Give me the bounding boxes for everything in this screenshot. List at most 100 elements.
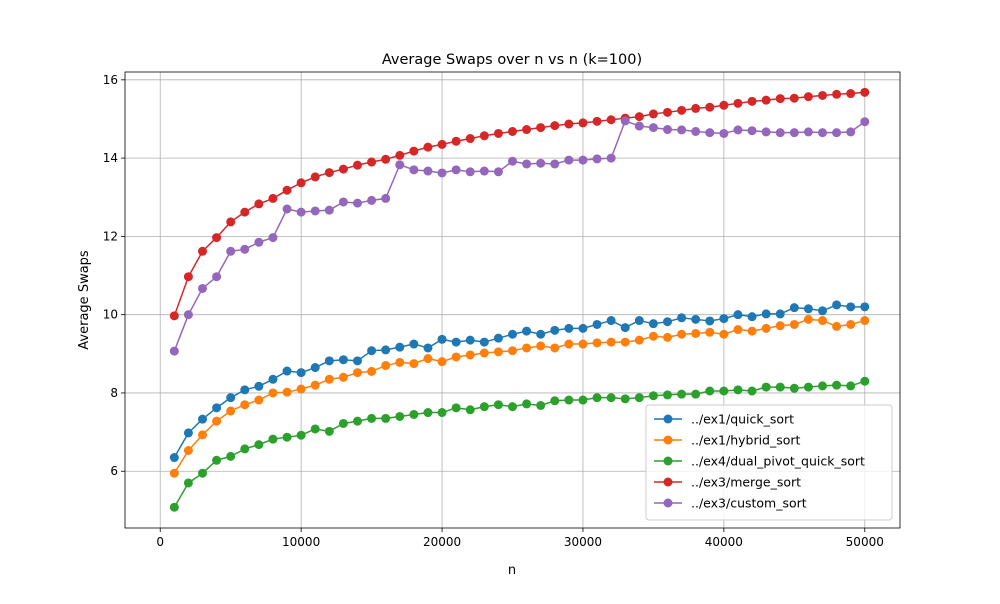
data-point [493,400,503,410]
data-point [832,300,842,310]
data-point [564,119,574,129]
data-point [395,411,405,421]
data-point [183,272,193,282]
data-point [550,396,560,406]
data-point [677,125,687,135]
data-point [677,105,687,115]
data-point [198,246,207,256]
data-point [240,244,250,254]
data-point [310,172,320,182]
data-point [846,381,856,391]
data-point [169,453,179,463]
data-point [634,335,644,345]
data-point [423,354,433,364]
data-point [324,426,334,436]
legend-swatch-marker [663,435,673,445]
data-point [677,313,687,323]
data-point [620,323,630,333]
data-point [606,337,616,347]
legend-swatch-marker [663,477,673,487]
data-point [367,346,377,356]
data-point [522,343,532,353]
data-point [437,334,447,344]
data-point [860,316,870,326]
data-point [733,325,743,335]
data-point [578,395,588,405]
data-point [663,390,672,400]
data-point [705,102,715,112]
data-point [719,128,729,138]
data-point [451,165,461,175]
data-point [818,316,827,326]
data-point [747,326,757,336]
data-point [818,90,827,100]
data-point [409,359,419,369]
legend-swatch-marker [663,414,673,424]
data-point [620,337,630,347]
chart-title: Average Swaps over n vs n (k=100) [382,52,642,68]
data-point [381,154,391,164]
y-tick-label: 16 [103,73,118,87]
data-point [677,389,687,399]
data-point [860,87,870,97]
data-point [338,372,348,382]
data-point [578,118,588,128]
data-point [254,381,264,391]
data-point [522,399,532,409]
data-point [338,355,348,365]
data-point [691,328,701,338]
data-point [846,302,856,312]
data-point [324,374,334,384]
data-point [606,153,616,163]
data-point [296,384,306,394]
data-point [592,319,602,329]
data-point [663,125,672,135]
data-point [508,329,517,339]
data-point [183,428,193,438]
data-point [761,323,771,333]
data-point [846,127,856,137]
data-point [409,409,419,419]
data-point [719,386,729,396]
data-point [169,346,179,356]
data-point [564,339,574,349]
data-point [522,125,532,135]
data-point [268,434,278,444]
data-point [212,416,222,426]
data-point [606,316,616,326]
legend-swatch-marker [663,498,673,508]
y-tick-label: 6 [110,464,118,478]
data-point [508,346,517,356]
data-point [212,272,222,282]
data-point [663,332,672,342]
data-point [367,157,377,167]
legend-label: ../ex3/merge_sort [691,475,801,490]
data-point [465,350,475,360]
x-axis-title: n [508,563,516,578]
data-point [747,386,757,396]
data-point [860,117,870,127]
data-point [803,127,813,137]
data-point [212,455,222,465]
data-point [169,502,179,512]
x-tick-label: 50000 [846,535,884,549]
series-dual-pivot-quick-sort [169,376,870,512]
data-point [789,128,799,138]
data-point [183,310,193,320]
data-point [240,385,250,395]
legend-label: ../ex4/dual_pivot_quick_sort [691,454,865,469]
data-point [550,159,560,169]
data-point [212,403,222,413]
y-tick-label: 12 [103,229,118,243]
series-line [173,91,865,317]
data-point [367,413,377,423]
data-point [508,156,517,166]
data-point [367,195,377,205]
data-point [691,126,701,136]
data-point [254,237,264,247]
data-point [353,416,362,426]
data-point [169,468,179,478]
data-point [733,125,743,135]
